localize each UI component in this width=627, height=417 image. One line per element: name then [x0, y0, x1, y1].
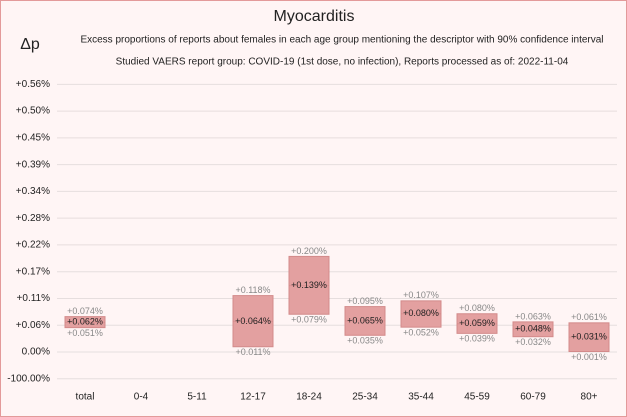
high-label: +0.095%: [347, 296, 383, 306]
ci-bar: [568, 322, 610, 353]
high-label: +0.107%: [403, 290, 439, 300]
high-label: +0.074%: [67, 306, 103, 316]
high-label: +0.200%: [291, 246, 327, 256]
ci-bar: [400, 300, 442, 328]
y-tick-label: +0.39%: [16, 159, 50, 170]
ci-bar: [64, 316, 106, 329]
y-axis-label: Δp: [20, 36, 40, 53]
x-tick-label: 18-24: [296, 392, 322, 403]
ci-bar: [512, 321, 554, 338]
value-label: +0.139%: [291, 280, 327, 290]
y-tick-label: +0.17%: [16, 266, 50, 277]
y-tick-label: +0.06%: [16, 320, 50, 331]
low-label: +0.035%: [347, 336, 383, 346]
low-label: +0.011%: [235, 347, 270, 357]
y-tick-label: +0.22%: [16, 240, 50, 251]
y-tick-label: +0.45%: [16, 133, 50, 144]
x-tick-label: 12-17: [240, 392, 266, 403]
y-tick-label: +0.11%: [17, 293, 51, 304]
ci-bar: [232, 295, 274, 348]
low-label: +0.001%: [571, 352, 607, 362]
x-tick-label: 25-34: [352, 392, 378, 403]
subtitle: Studied VAERS report group: COVID-19 (1s…: [116, 57, 569, 68]
x-tick-label: 80+: [581, 392, 598, 403]
ci-bar: [344, 306, 386, 336]
y-tick-label: +0.34%: [16, 186, 50, 197]
value-label: +0.064%: [235, 316, 271, 326]
x-tick-label: 5-11: [187, 392, 207, 403]
y-tick-label: +0.56%: [16, 79, 50, 90]
y-tick-label: -100.00%: [7, 373, 50, 384]
subtitle: Excess proportions of reports about fema…: [80, 35, 603, 46]
ci-bar: [288, 255, 330, 315]
low-label: +0.032%: [515, 337, 551, 347]
low-label: +0.079%: [291, 315, 327, 325]
high-label: +0.118%: [235, 285, 270, 295]
low-label: +0.039%: [459, 334, 495, 344]
value-label: +0.048%: [515, 323, 551, 333]
x-tick-label: total: [76, 392, 95, 403]
ci-bar: [456, 313, 498, 334]
low-label: +0.052%: [403, 328, 439, 338]
high-label: +0.063%: [515, 311, 551, 321]
value-label: +0.080%: [403, 308, 439, 318]
x-tick-label: 0-4: [134, 392, 149, 403]
x-tick-label: 35-44: [408, 392, 434, 403]
y-tick-label: +0.50%: [16, 106, 50, 117]
y-tick-label: +0.28%: [16, 213, 50, 224]
chart-title: Myocarditis: [274, 8, 355, 25]
value-label: +0.062%: [67, 317, 103, 327]
value-label: +0.065%: [347, 315, 383, 325]
low-label: +0.051%: [67, 328, 103, 338]
x-tick-label: 60-79: [520, 392, 546, 403]
value-label: +0.059%: [459, 318, 495, 328]
value-label: +0.031%: [571, 332, 607, 342]
high-label: +0.061%: [571, 312, 607, 322]
x-tick-label: 45-59: [464, 392, 490, 403]
high-label: +0.080%: [459, 303, 495, 313]
y-tick-label: 0.00%: [22, 347, 50, 358]
